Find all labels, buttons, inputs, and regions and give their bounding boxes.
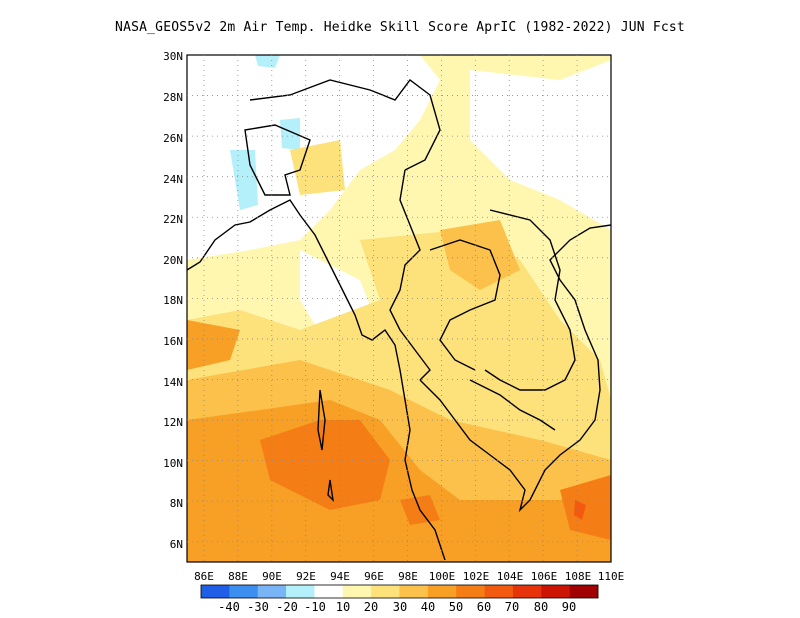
x-tick-label: 88E <box>228 570 248 583</box>
x-tick-label: 104E <box>497 570 524 583</box>
field-area-cyan-1 <box>230 150 258 210</box>
x-tick-label: 106E <box>531 570 558 583</box>
map-frame <box>186 54 612 563</box>
x-tick-label: 108E <box>565 570 592 583</box>
coastlines <box>187 79 611 561</box>
border-myanmar-thailand <box>389 169 431 381</box>
field-area-white-ne <box>470 60 611 230</box>
x-tick-label: 100E <box>429 570 456 583</box>
colorbar-swatch <box>456 585 485 598</box>
colorbar <box>200 584 599 599</box>
colorbar-label: -40 <box>218 600 240 614</box>
colorbar-swatch <box>484 585 514 598</box>
border-cambodia <box>469 379 556 431</box>
y-tick-label: 10N <box>163 457 183 470</box>
x-tick-label: 102E <box>463 570 490 583</box>
x-tick-label: 94E <box>330 570 350 583</box>
colorbar-label: 80 <box>534 600 548 614</box>
y-tick-label: 12N <box>163 416 183 429</box>
colorbar-label: 90 <box>562 600 576 614</box>
colorbar-swatch <box>512 585 542 598</box>
colorbar-swatch <box>342 585 372 598</box>
colorbar-label: 30 <box>393 600 407 614</box>
y-tick-label: 22N <box>163 213 183 226</box>
colorbar-swatch <box>371 585 400 598</box>
colorbar-label: -30 <box>247 600 269 614</box>
y-tick-label: 18N <box>163 294 183 307</box>
colorbar-label: 40 <box>421 600 435 614</box>
field-area-dark-orange-sea <box>260 420 390 510</box>
colorbar-swatch <box>229 585 259 598</box>
field-area-orange-west <box>187 320 240 370</box>
coastline-bay-of-bengal-east <box>187 199 446 561</box>
field-area-cyan-2 <box>280 118 300 150</box>
y-tick-label: 20N <box>163 254 183 267</box>
gridlines <box>187 55 611 562</box>
colorbar-swatch <box>569 585 599 598</box>
x-tick-label: 86E <box>194 570 214 583</box>
x-axis-labels: 86E 88E 90E 92E 94E 96E 98E 100E 102E 10… <box>194 570 624 583</box>
colorbar-swatch <box>257 585 287 598</box>
colorbar-label: 60 <box>477 600 491 614</box>
island-andaman <box>317 389 326 451</box>
y-tick-label: 16N <box>163 335 183 348</box>
coastline-gulf-of-thailand <box>419 224 611 513</box>
colorbar-swatch <box>399 585 429 598</box>
colorbar-label: 20 <box>364 600 378 614</box>
colorbar-label: -10 <box>304 600 326 614</box>
colorbar-swatch <box>541 585 570 598</box>
x-tick-label: 90E <box>262 570 282 583</box>
y-tick-label: 28N <box>163 91 183 104</box>
y-axis-labels: 6N 8N 10N 12N 14N 16N 18N 20N 22N 24N 26… <box>163 50 183 551</box>
y-tick-label: 30N <box>163 50 183 63</box>
x-tick-label: 92E <box>296 570 316 583</box>
colorbar-frame <box>200 584 599 599</box>
colorbar-label: 70 <box>505 600 519 614</box>
border-bangladesh <box>244 124 311 196</box>
y-tick-label: 8N <box>170 497 183 510</box>
colorbar-swatch <box>286 585 315 598</box>
colorbar-label: 50 <box>449 600 463 614</box>
shaded-field <box>187 55 611 562</box>
colorbar-swatch <box>314 585 344 598</box>
colorbar-labels: -40 -30 -20 -10 10 20 30 40 50 60 70 80 … <box>218 600 576 614</box>
border-vietnam-laos <box>484 209 576 391</box>
x-tick-label: 110E <box>598 570 625 583</box>
field-area-yellow-north <box>290 140 345 195</box>
colorbar-label: -20 <box>276 600 298 614</box>
y-tick-label: 6N <box>170 538 183 551</box>
colorbar-swatch <box>201 585 230 598</box>
chart-title: NASA_GEOS5v2 2m Air Temp. Heidke Skill S… <box>115 20 685 35</box>
border-northeast-india <box>249 79 441 171</box>
x-tick-label: 96E <box>364 570 384 583</box>
island-nicobar <box>327 479 335 502</box>
field-area-dark-orange-east <box>560 475 611 540</box>
x-tick-label: 98E <box>398 570 418 583</box>
field-area-cyan-3 <box>255 55 280 68</box>
colorbar-label: 10 <box>336 600 350 614</box>
field-area-light-orange-laos <box>440 220 520 290</box>
colorbar-swatch <box>427 585 457 598</box>
y-tick-label: 14N <box>163 376 183 389</box>
y-tick-label: 26N <box>163 132 183 145</box>
y-tick-label: 24N <box>163 173 183 186</box>
